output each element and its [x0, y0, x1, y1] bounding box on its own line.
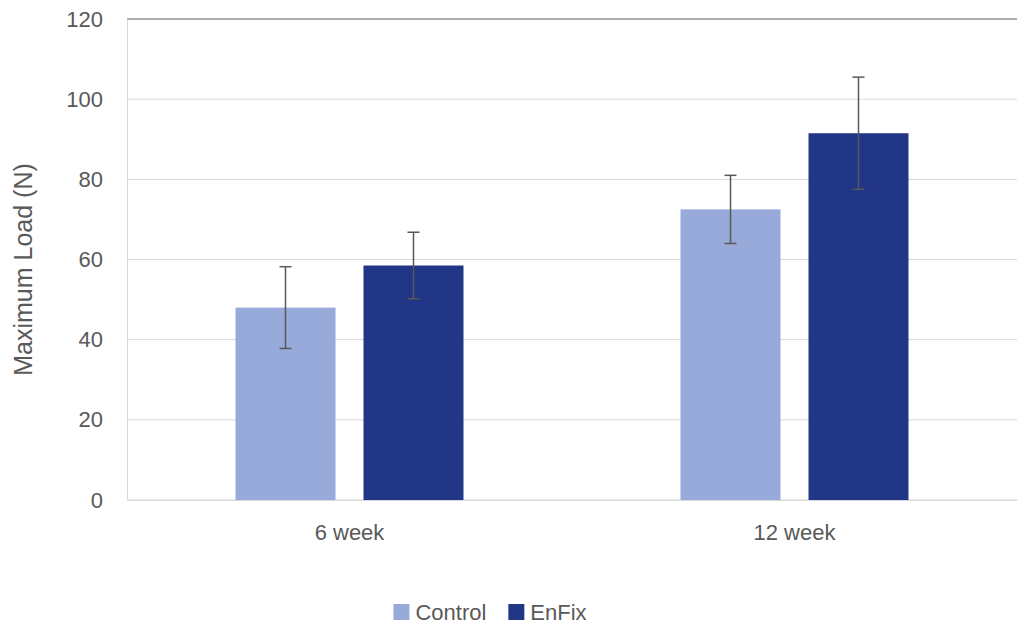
y-tick-label: 100 [66, 87, 103, 112]
x-axis: 6 week 12 week [128, 500, 1018, 545]
error-cap [852, 76, 864, 78]
series [236, 209, 781, 500]
y-tick: 60 [79, 247, 127, 272]
error-bars [407, 77, 864, 299]
grid [127, 19, 1017, 500]
y-axis: 0 20 40 60 80 100 120 [66, 7, 127, 513]
error-bar [730, 175, 732, 243]
y-tick: 20 [79, 407, 127, 432]
error-bar [285, 267, 287, 349]
y-tick-label: 120 [66, 7, 103, 32]
y-tick-label: 60 [79, 247, 103, 272]
x-tick: 6 week [315, 500, 386, 545]
bar [363, 266, 463, 500]
y-axis-line [127, 20, 128, 501]
x-tick-label: 6 week [315, 520, 386, 545]
error-bar [413, 232, 415, 299]
legend-swatch [508, 604, 524, 620]
error-cap [280, 266, 292, 268]
y-tick: 100 [66, 87, 127, 112]
legend-swatch [393, 604, 409, 620]
y-tick-label: 20 [79, 407, 103, 432]
y-tick: 120 [66, 7, 127, 32]
legend-label: Control [415, 600, 486, 625]
error-cap [852, 189, 864, 191]
error-cap [725, 243, 737, 245]
bar [681, 209, 781, 500]
series [363, 133, 908, 500]
y-tick: 0 [91, 488, 127, 513]
error-bars [280, 175, 737, 348]
error-cap [725, 175, 737, 177]
grid-line [127, 19, 1017, 20]
x-tick-label: 12 week [754, 520, 837, 545]
error-cap [407, 231, 419, 233]
legend-item: EnFix [508, 600, 586, 625]
legend-label: EnFix [530, 600, 586, 625]
error-cap [280, 348, 292, 350]
error-bar [858, 77, 860, 189]
y-axis-title: Maximum Load (N) [9, 163, 37, 376]
legend-item: Control [393, 600, 486, 625]
error-cap [407, 298, 419, 300]
y-tick: 80 [79, 167, 127, 192]
plot-area [236, 77, 909, 500]
x-tick: 12 week [754, 500, 837, 545]
legend: Control EnFix [393, 600, 586, 625]
y-tick: 40 [79, 327, 127, 352]
grid-line [127, 99, 1017, 100]
y-tick-label: 40 [79, 327, 103, 352]
chart: 0 20 40 60 80 100 120 6 week 12 week Maximum Load… [0, 0, 1024, 630]
y-tick-label: 0 [91, 488, 103, 513]
x-axis-line [128, 500, 1018, 501]
y-tick-label: 80 [79, 167, 103, 192]
